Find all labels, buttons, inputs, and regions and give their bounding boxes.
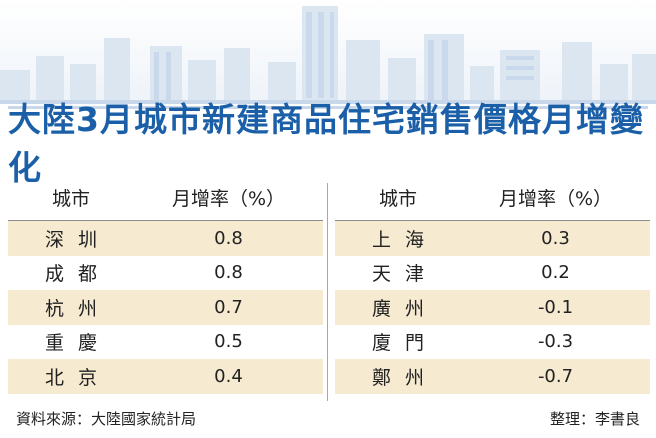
page-title: 大陸3月城市新建商品住宅銷售價格月增變化 (8, 100, 644, 187)
table-row: 杭州 0.7 (8, 290, 323, 325)
table-row: 廈門 -0.3 (335, 325, 650, 360)
skyline-illustration (0, 0, 656, 104)
rate-cell: -0.7 (537, 365, 574, 387)
footer: 資料來源：大陸國家統計局 整理：李書良 (8, 403, 648, 433)
header-rate: 月增率（%） (498, 188, 613, 210)
city-cell: 天津 (371, 263, 438, 286)
city-cell: 成都 (44, 263, 111, 286)
table-header: 城市 月增率（%） (8, 175, 323, 221)
rate-cell: 0.5 (214, 331, 243, 353)
rate-cell: 0.3 (541, 227, 570, 249)
city-cell: 深圳 (44, 228, 111, 251)
city-cell: 鄭州 (371, 366, 438, 389)
rate-cell: 0.8 (214, 227, 243, 249)
table-row: 成都 0.8 (8, 256, 323, 291)
table-row: 重慶 0.5 (8, 325, 323, 360)
title-bar: 大陸3月城市新建商品住宅銷售價格月增變化 (8, 100, 648, 187)
city-cell: 重慶 (44, 332, 111, 355)
rate-cell: 0.8 (214, 262, 243, 284)
rate-cell: 0.7 (214, 296, 243, 318)
table-row: 廣州 -0.1 (335, 290, 650, 325)
table-row: 北京 0.4 (8, 359, 323, 394)
city-cell: 廈門 (371, 332, 438, 355)
header-rate: 月增率（%） (171, 188, 286, 210)
rate-cell: 0.2 (541, 262, 570, 284)
header-city: 城市 (378, 188, 417, 210)
table-row: 天津 0.2 (335, 256, 650, 291)
city-cell: 上海 (371, 228, 438, 251)
city-cell: 杭州 (44, 297, 111, 320)
city-cell: 廣州 (371, 297, 438, 320)
table-row: 上海 0.3 (335, 221, 650, 256)
rate-cell: -0.1 (537, 296, 574, 318)
rate-cell: -0.3 (537, 331, 574, 353)
column-divider (327, 183, 328, 401)
city-cell: 北京 (44, 366, 111, 389)
left-table: 城市 月增率（%） 深圳 0.8 成都 0.8 杭州 0.7 重慶 0.5 北京… (8, 175, 323, 394)
table-header: 城市 月增率（%） (335, 175, 650, 221)
table-row: 深圳 0.8 (8, 221, 323, 256)
right-table: 城市 月增率（%） 上海 0.3 天津 0.2 廣州 -0.1 廈門 -0.3 … (335, 175, 650, 394)
header-city: 城市 (51, 188, 90, 210)
rate-cell: 0.4 (214, 365, 243, 387)
source-note: 資料來源：大陸國家統計局 (16, 409, 197, 428)
editor-credit: 整理：李書良 (549, 409, 640, 428)
table-row: 鄭州 -0.7 (335, 359, 650, 394)
